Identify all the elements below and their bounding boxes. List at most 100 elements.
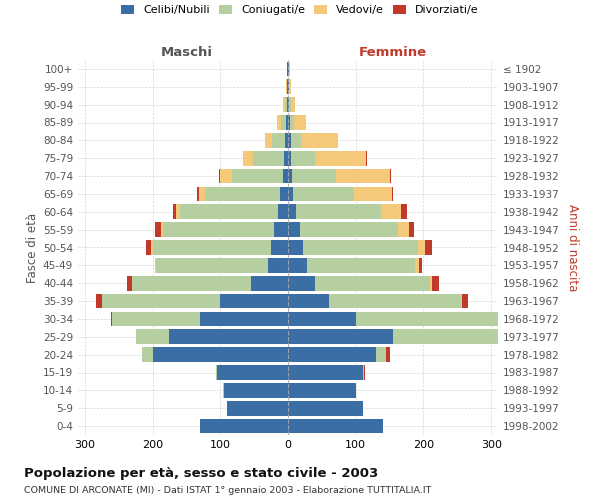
Bar: [217, 365, 288, 380]
Bar: [285, 133, 288, 148]
Bar: [179, 204, 278, 219]
Bar: [163, 222, 274, 237]
Bar: [232, 168, 283, 184]
Bar: [253, 151, 284, 166]
Bar: [355, 186, 392, 201]
Bar: [200, 312, 288, 326]
Bar: [542, 330, 544, 344]
Bar: [219, 168, 220, 184]
Text: Maschi: Maschi: [160, 46, 212, 59]
Bar: [364, 365, 365, 380]
Text: Popolazione per età, sesso e stato civile - 2003: Popolazione per età, sesso e stato civil…: [24, 468, 378, 480]
Bar: [289, 80, 291, 94]
Bar: [401, 204, 407, 219]
Bar: [392, 186, 393, 201]
Bar: [376, 348, 386, 362]
Bar: [289, 98, 292, 112]
Bar: [151, 240, 152, 255]
Bar: [142, 348, 152, 362]
Bar: [251, 276, 288, 290]
Bar: [224, 383, 288, 398]
Bar: [292, 168, 336, 184]
Bar: [362, 365, 364, 380]
Bar: [173, 204, 176, 219]
Legend: Celibi/Nubili, Coniugati/e, Vedovi/e, Divorziati/e: Celibi/Nubili, Coniugati/e, Vedovi/e, Di…: [117, 0, 483, 20]
Text: COMUNE DI ARCONATE (MI) - Dati ISTAT 1° gennaio 2003 - Elaborazione TUTTITALIA.I: COMUNE DI ARCONATE (MI) - Dati ISTAT 1° …: [24, 486, 431, 495]
Bar: [288, 276, 315, 290]
Bar: [227, 401, 288, 415]
Bar: [102, 294, 220, 308]
Bar: [418, 240, 425, 255]
Bar: [292, 151, 315, 166]
Bar: [288, 151, 292, 166]
Bar: [127, 276, 132, 290]
Bar: [281, 115, 286, 130]
Bar: [315, 276, 430, 290]
Bar: [291, 133, 301, 148]
Bar: [132, 276, 251, 290]
Bar: [287, 98, 288, 112]
Bar: [505, 312, 512, 326]
Bar: [432, 276, 439, 290]
Bar: [96, 294, 102, 308]
Bar: [286, 80, 287, 94]
Bar: [290, 115, 294, 130]
Bar: [366, 151, 367, 166]
Bar: [288, 383, 356, 398]
Bar: [356, 312, 505, 326]
Bar: [289, 62, 290, 76]
Bar: [300, 222, 398, 237]
Bar: [386, 348, 389, 362]
Bar: [152, 240, 271, 255]
Bar: [156, 258, 268, 272]
Bar: [315, 151, 366, 166]
Bar: [265, 133, 272, 148]
Bar: [419, 258, 422, 272]
Bar: [110, 312, 112, 326]
Bar: [152, 348, 288, 362]
Bar: [288, 312, 356, 326]
Bar: [288, 133, 291, 148]
Bar: [425, 240, 431, 255]
Bar: [277, 115, 281, 130]
Bar: [430, 276, 432, 290]
Bar: [268, 258, 288, 272]
Bar: [288, 258, 307, 272]
Bar: [136, 330, 169, 344]
Bar: [199, 186, 205, 201]
Bar: [292, 98, 295, 112]
Bar: [197, 186, 199, 201]
Bar: [205, 186, 280, 201]
Bar: [294, 115, 306, 130]
Bar: [288, 168, 292, 184]
Bar: [286, 115, 288, 130]
Bar: [415, 258, 419, 272]
Bar: [461, 294, 462, 308]
Bar: [288, 204, 296, 219]
Bar: [220, 294, 288, 308]
Bar: [284, 98, 287, 112]
Bar: [393, 330, 542, 344]
Y-axis label: Fasce di età: Fasce di età: [26, 212, 39, 282]
Bar: [301, 133, 338, 148]
Bar: [336, 168, 390, 184]
Bar: [307, 258, 415, 272]
Bar: [288, 365, 362, 380]
Bar: [242, 151, 243, 166]
Bar: [288, 115, 290, 130]
Bar: [278, 204, 288, 219]
Y-axis label: Anni di nascita: Anni di nascita: [566, 204, 579, 291]
Bar: [288, 62, 289, 76]
Bar: [283, 168, 288, 184]
Bar: [288, 186, 293, 201]
Bar: [176, 204, 179, 219]
Bar: [293, 186, 355, 201]
Bar: [243, 151, 253, 166]
Bar: [462, 294, 467, 308]
Bar: [296, 204, 381, 219]
Bar: [287, 80, 288, 94]
Bar: [329, 294, 461, 308]
Bar: [409, 222, 414, 237]
Bar: [161, 222, 163, 237]
Bar: [288, 294, 329, 308]
